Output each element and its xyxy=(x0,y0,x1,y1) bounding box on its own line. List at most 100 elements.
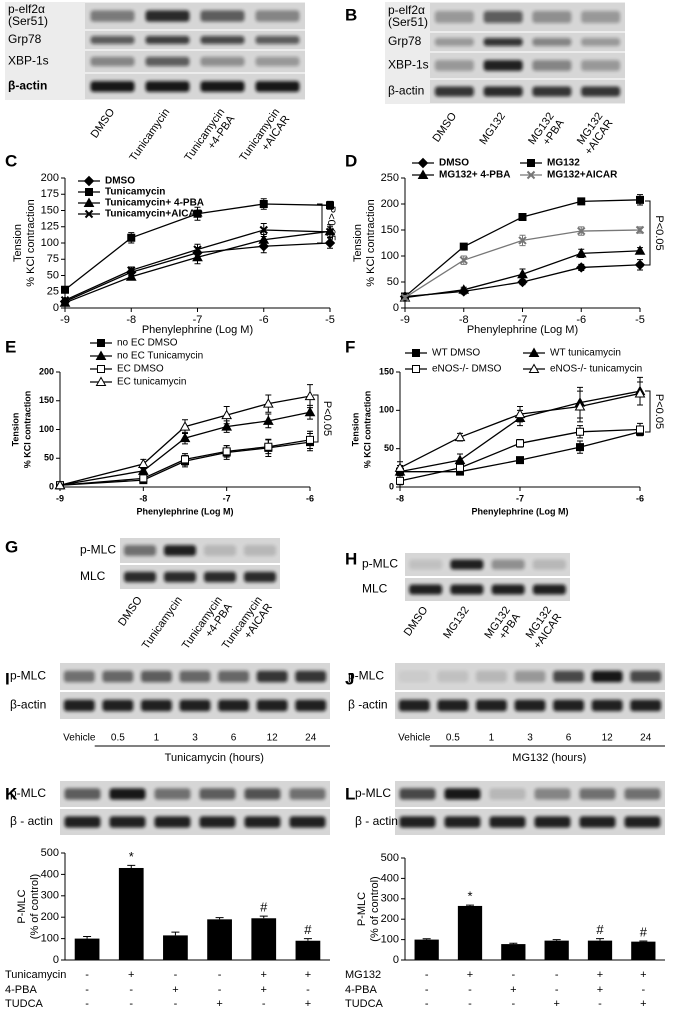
marker xyxy=(221,421,233,431)
x-tick-label: -9 xyxy=(400,314,410,326)
significance-mark: * xyxy=(129,849,134,864)
y-tick-label: 0 xyxy=(49,481,54,491)
marker xyxy=(576,427,584,436)
band xyxy=(579,788,616,800)
band xyxy=(409,584,443,595)
panel-letter: F xyxy=(345,337,355,356)
marker xyxy=(137,458,149,468)
marker xyxy=(262,398,274,408)
x-tick-label: -6 xyxy=(636,493,644,503)
marker xyxy=(576,443,584,452)
panel-letter: I xyxy=(5,669,10,688)
significance-mark: # xyxy=(260,900,268,915)
x-tick-label: -5 xyxy=(325,314,335,326)
bar xyxy=(631,941,656,960)
marker xyxy=(125,271,137,281)
significance-bracket xyxy=(645,390,651,433)
band xyxy=(145,56,190,67)
marker xyxy=(84,209,94,219)
lane-label: Tunicamycin xyxy=(140,595,185,652)
band xyxy=(483,86,523,97)
band xyxy=(164,571,196,583)
marker xyxy=(459,242,468,251)
y-axis-label: P-MLC xyxy=(16,889,28,923)
marker xyxy=(417,169,429,179)
band xyxy=(145,36,190,44)
blot-strip xyxy=(85,51,305,72)
band xyxy=(532,11,572,23)
row-label: XBP-1s xyxy=(8,54,49,68)
band xyxy=(200,36,245,44)
legend-label: DMSO xyxy=(105,176,135,187)
y-tick-label: 500 xyxy=(41,847,59,859)
band xyxy=(630,670,662,683)
treatment-sign: - xyxy=(511,969,515,981)
series-line xyxy=(59,441,311,486)
annotation: P<0.05 xyxy=(653,394,665,429)
row-label: β-actin xyxy=(388,84,424,98)
series-line xyxy=(59,395,311,486)
y-tick-label: 200 xyxy=(381,913,399,925)
bar xyxy=(414,939,439,960)
y-tick-label: 0 xyxy=(393,954,399,966)
band xyxy=(204,545,236,556)
band xyxy=(434,11,474,23)
marker xyxy=(127,266,136,275)
band xyxy=(434,60,474,71)
marker xyxy=(634,245,646,255)
lane-label: 6 xyxy=(566,733,572,744)
band xyxy=(255,36,300,44)
treatment-name: TUDCA xyxy=(345,998,384,1010)
x-tick-label: -9 xyxy=(56,493,64,503)
band xyxy=(90,81,135,92)
band xyxy=(63,670,95,683)
y-tick-label: 125 xyxy=(41,221,59,233)
lane-label: 12 xyxy=(602,733,614,744)
legend-label: MG132 xyxy=(547,158,580,169)
x-tick-label: -9 xyxy=(60,314,70,326)
band xyxy=(534,816,571,828)
treatment-sign: + xyxy=(640,998,646,1010)
treatment-sign: + xyxy=(597,969,603,981)
treatment-sign: + xyxy=(216,998,222,1010)
significance-bracket xyxy=(317,203,323,244)
row-label: β - actin xyxy=(355,814,398,828)
band xyxy=(295,699,327,712)
annotation: P<0.05 xyxy=(321,401,333,436)
y-tick-label: 75 xyxy=(47,253,59,265)
blot-strip xyxy=(430,80,625,103)
band xyxy=(624,788,661,800)
y-axis-label: (% of control) xyxy=(29,874,41,939)
row-label: β-actin xyxy=(8,79,47,93)
marker xyxy=(514,408,526,419)
band xyxy=(109,788,146,800)
significance-bracket xyxy=(313,394,319,443)
treatment-name: Tunicamycin xyxy=(5,969,66,981)
marker xyxy=(577,226,586,236)
lane-label: DMSO xyxy=(116,594,145,628)
error-bar xyxy=(303,938,312,941)
band xyxy=(399,788,436,800)
marker xyxy=(518,236,527,245)
treatment-sign: + xyxy=(261,969,267,981)
marker xyxy=(634,259,646,271)
significance-mark: # xyxy=(596,922,604,937)
row-label: p-MLC xyxy=(348,669,384,683)
band xyxy=(450,584,484,595)
bar xyxy=(163,935,188,960)
marker xyxy=(259,200,268,208)
marker xyxy=(636,425,644,434)
y-axis-label: Tension xyxy=(350,413,360,447)
marker xyxy=(575,247,587,258)
error-bar xyxy=(259,915,268,919)
band xyxy=(124,571,156,583)
y-axis-label: Tension xyxy=(352,224,364,262)
marker xyxy=(181,455,189,464)
error-bar xyxy=(422,938,431,940)
y-tick-label: 0 xyxy=(393,302,399,314)
marker xyxy=(262,415,274,425)
blot-strip xyxy=(60,809,330,835)
treatment-sign: + xyxy=(467,969,473,981)
marker xyxy=(324,237,336,249)
panel-letter: E xyxy=(5,337,16,356)
